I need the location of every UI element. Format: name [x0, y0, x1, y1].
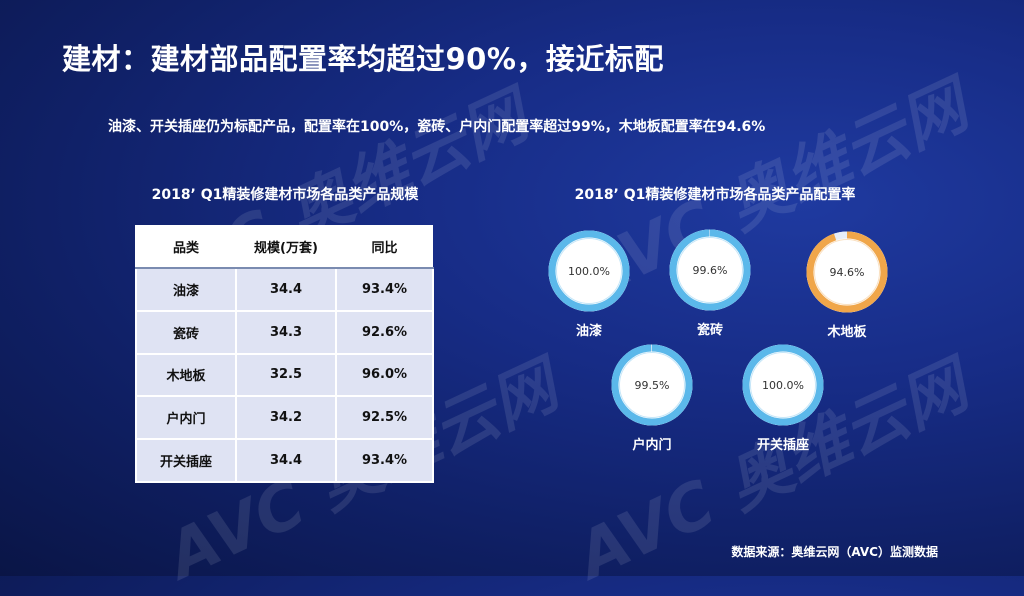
donut-category-label: 瓷砖 — [696, 323, 723, 338]
donut-category-label: 开关插座 — [756, 438, 809, 453]
donut-category-label: 户内门 — [632, 438, 672, 453]
cell-yoy: 92.5% — [335, 395, 434, 441]
table-row: 木地板 32.5 96.0% — [135, 352, 434, 398]
donut-value-label: 99.6% — [693, 264, 728, 277]
donut-inner-ring — [814, 239, 880, 305]
header-scale: 规模(万套) — [236, 225, 336, 269]
cell-yoy: 93.4% — [335, 438, 434, 483]
donut-1: 99.6% — [669, 229, 751, 311]
donut-background — [669, 229, 751, 311]
donut-value-arc — [548, 230, 630, 312]
cell-category: 瓷砖 — [135, 309, 237, 355]
donut-value-label: 100.0% — [762, 379, 804, 392]
table-row: 油漆 34.4 93.4% — [135, 267, 434, 312]
cell-scale: 34.4 — [235, 438, 337, 483]
donut-chart-title: 2018’ Q1精装修建材市场各品类产品配置率 — [574, 187, 856, 203]
data-source: 数据来源：奥维云网（AVC）监测数据 — [731, 545, 938, 559]
scale-table: 品类 规模(万套) 同比 油漆 34.4 93.4% 瓷砖 34.3 92.6%… — [135, 225, 434, 483]
donut-value-arc — [669, 229, 751, 311]
cell-scale: 34.2 — [235, 395, 337, 441]
donut-background — [742, 344, 824, 426]
table-row: 开关插座 34.4 93.4% — [135, 438, 434, 483]
slide-subtitle: 油漆、开关插座仍为标配产品，配置率在100%，瓷砖、户内门配置率超过99%，木地… — [108, 119, 766, 135]
cell-category: 油漆 — [135, 267, 237, 312]
cell-scale: 32.5 — [235, 352, 337, 398]
header-category: 品类 — [136, 225, 236, 269]
donut-inner-ring — [750, 352, 816, 418]
scale-table-grid: 品类 规模(万套) 同比 油漆 34.4 93.4% 瓷砖 34.3 92.6%… — [135, 225, 434, 483]
cell-yoy: 92.6% — [335, 309, 434, 355]
donut-0: 100.0% — [548, 230, 630, 312]
donut-background — [548, 230, 630, 312]
donut-category-label: 木地板 — [827, 325, 867, 340]
cell-category: 户内门 — [135, 395, 237, 441]
donut-category-label: 油漆 — [575, 324, 602, 339]
donut-value-label: 100.0% — [568, 265, 610, 278]
donut-inner-ring — [619, 352, 685, 418]
configuration-rate-donuts: 100.0% 99.6% 94.6% 99.5% 100.0% — [548, 229, 888, 426]
cell-category: 开关插座 — [135, 438, 237, 483]
table-row: 瓷砖 34.3 92.6% — [135, 309, 434, 355]
donut-value-label: 94.6% — [830, 266, 865, 279]
donut-value-arc — [742, 344, 824, 426]
donut-value-label: 99.5% — [635, 379, 670, 392]
donut-value-arc — [806, 231, 888, 313]
table-header-row: 品类 规模(万套) 同比 — [136, 225, 433, 269]
donut-inner-ring — [556, 238, 622, 304]
donut-2: 94.6% — [806, 231, 888, 313]
cell-scale: 34.4 — [235, 267, 337, 312]
header-yoy: 同比 — [336, 225, 433, 269]
cell-yoy: 96.0% — [335, 352, 434, 398]
donut-4: 100.0% — [742, 344, 824, 426]
donut-3: 99.5% — [611, 344, 693, 426]
donut-value-arc — [611, 344, 693, 426]
slide-title: 建材：建材部品配置率均超过90%，接近标配 — [62, 42, 664, 76]
table-row: 户内门 34.2 92.5% — [135, 395, 434, 441]
cell-yoy: 93.4% — [335, 267, 434, 312]
cell-category: 木地板 — [135, 352, 237, 398]
cell-scale: 34.3 — [235, 309, 337, 355]
donut-background — [806, 231, 888, 313]
table-title: 2018’ Q1精装修建材市场各品类产品规模 — [151, 187, 419, 203]
donut-background — [611, 344, 693, 426]
donut-inner-ring — [677, 237, 743, 303]
